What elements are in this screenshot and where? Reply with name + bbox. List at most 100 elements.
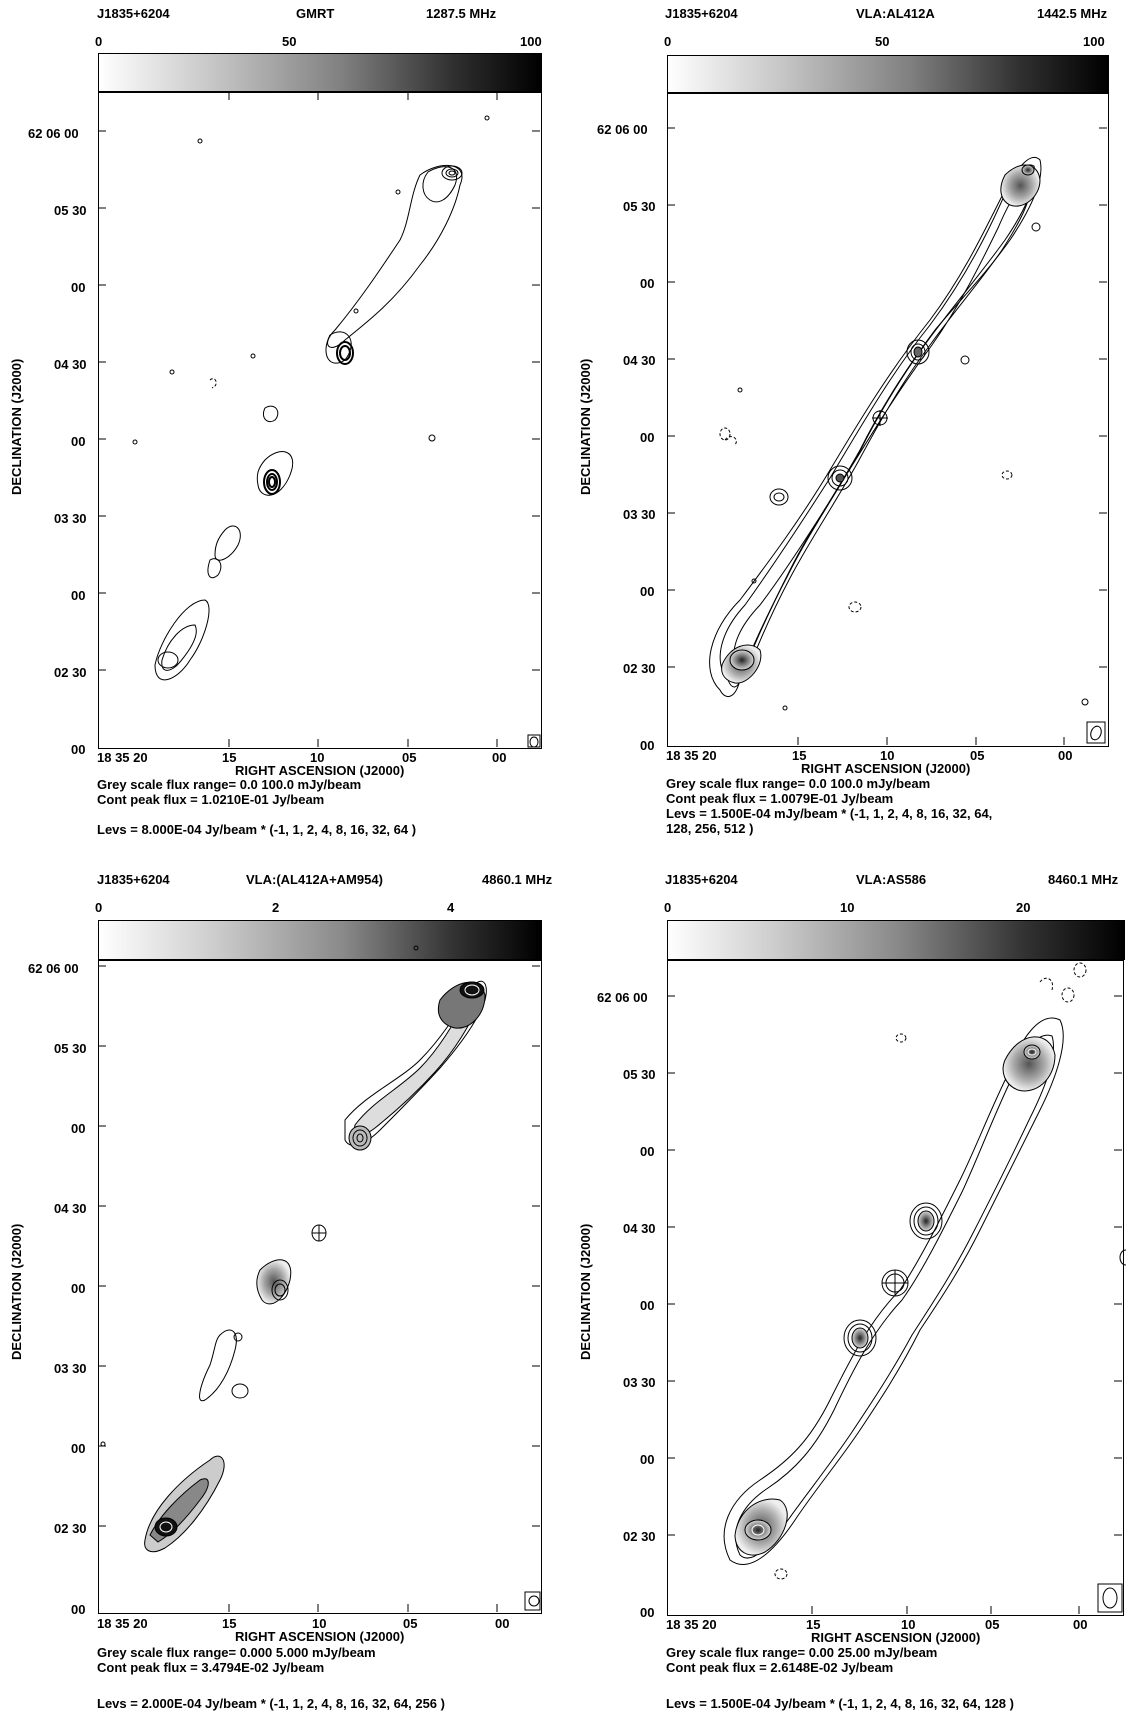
colorbar-tick: 0	[664, 900, 672, 915]
dec-tick: 62 06 00	[28, 961, 79, 976]
axis-ticks	[98, 92, 540, 747]
dec-tick: 00	[71, 1121, 86, 1136]
telescope-name: VLA:AL412A	[856, 6, 935, 21]
x-axis-label: RIGHT ASCENSION (J2000)	[801, 761, 971, 776]
ra-tick: 10	[310, 750, 325, 765]
ra-tick: 05	[402, 750, 417, 765]
grey-range-text: Grey scale flux range= 0.00 25.00 mJy/be…	[666, 1645, 938, 1660]
ra-tick: 05	[970, 748, 985, 763]
ra-tick: 18 35 20	[666, 748, 717, 763]
levels-text-cont: 128, 256, 512 )	[666, 821, 754, 836]
dec-tick: 03 30	[623, 507, 656, 522]
ra-tick: 15	[792, 748, 807, 763]
dec-tick: 05 30	[623, 199, 656, 214]
grey-range-text: Grey scale flux range= 0.0 100.0 mJy/bea…	[97, 777, 362, 792]
dec-tick: 02 30	[54, 665, 87, 680]
map-frame	[667, 93, 1109, 747]
colorbar-tick: 50	[282, 34, 297, 49]
dec-tick: 00	[640, 1144, 655, 1159]
axis-ticks	[98, 965, 540, 1612]
axis-ticks	[667, 127, 1107, 745]
source-name: J1835+6204	[97, 872, 170, 887]
ra-tick: 18 35 20	[97, 1616, 148, 1631]
contours-gmrt	[132, 115, 490, 681]
ra-tick: 05	[403, 1616, 418, 1631]
dec-tick: 05 30	[54, 203, 87, 218]
ra-tick: 05	[985, 1617, 1000, 1632]
greyscale-colorbar	[98, 53, 542, 92]
axis-ticks	[667, 995, 1122, 1614]
ra-tick: 10	[312, 1616, 327, 1631]
dec-tick: 05 30	[54, 1041, 87, 1056]
beam-box	[527, 734, 541, 748]
telescope-name: VLA:AS586	[856, 872, 927, 887]
x-axis-label: RIGHT ASCENSION (J2000)	[235, 763, 405, 778]
colorbar-tick: 4	[447, 900, 455, 915]
dec-tick: 62 06 00	[597, 990, 648, 1005]
dec-tick: 00	[71, 588, 86, 603]
dec-tick: 04 30	[623, 353, 656, 368]
frequency-label: 1287.5 MHz	[426, 6, 497, 21]
cont-peak-text: Cont peak flux = 1.0210E-01 Jy/beam	[97, 792, 325, 807]
grey-range-text: Grey scale flux range= 0.0 100.0 mJy/bea…	[666, 776, 931, 791]
colorbar-tick: 100	[520, 34, 542, 49]
ra-tick: 00	[1058, 748, 1073, 763]
grey-range-text: Grey scale flux range= 0.000 5.000 mJy/b…	[97, 1645, 376, 1660]
ra-tick: 00	[495, 1616, 510, 1631]
ra-tick: 00	[1073, 1617, 1088, 1632]
ra-tick: 15	[222, 1616, 237, 1631]
beam-ellipse	[528, 1595, 540, 1607]
dec-tick: 00	[640, 584, 655, 599]
contours-vla-1442	[709, 157, 1089, 711]
frequency-label: 1442.5 MHz	[1037, 6, 1108, 21]
colorbar-tick: 10	[840, 900, 855, 915]
colorbar-tick: 2	[272, 900, 280, 915]
levels-text: Levs = 1.500E-04 mJy/beam * (-1, 1, 2, 4…	[666, 806, 993, 821]
source-name: J1835+6204	[665, 872, 738, 887]
beam-ellipse	[529, 736, 539, 748]
colorbar-tick: 0	[664, 34, 672, 49]
beam-box	[1086, 721, 1106, 744]
ra-tick: 00	[492, 750, 507, 765]
dec-tick: 62 06 00	[28, 126, 79, 141]
source-name: J1835+6204	[97, 6, 170, 21]
dec-tick: 00	[640, 1605, 655, 1620]
dec-tick: 03 30	[54, 1361, 87, 1376]
colorbar-tick: 0	[95, 34, 103, 49]
dec-tick: 00	[71, 1281, 86, 1296]
greyscale-colorbar	[667, 55, 1109, 93]
dec-tick: 00	[640, 1298, 655, 1313]
frequency-label: 4860.1 MHz	[482, 872, 553, 887]
colorbar-tick: 0	[95, 900, 103, 915]
dec-tick: 03 30	[54, 511, 87, 526]
colorbar-tick: 100	[1083, 34, 1105, 49]
colorbar-tick: 50	[875, 34, 890, 49]
levels-text: Levs = 2.000E-04 Jy/beam * (-1, 1, 2, 4,…	[97, 1696, 445, 1711]
cont-peak-text: Cont peak flux = 1.0079E-01 Jy/beam	[666, 791, 894, 806]
x-axis-label: RIGHT ASCENSION (J2000)	[811, 1630, 981, 1645]
dec-tick: 00	[71, 1441, 86, 1456]
dec-tick: 00	[71, 1602, 86, 1617]
ra-tick: 15	[806, 1617, 821, 1632]
dec-tick: 02 30	[623, 1529, 656, 1544]
contours-vla-4860	[100, 945, 487, 1553]
dec-tick: 00	[640, 738, 655, 753]
source-name: J1835+6204	[665, 6, 738, 21]
beam-box	[1097, 1583, 1123, 1613]
levels-text: Levs = 8.000E-04 Jy/beam * (-1, 1, 2, 4,…	[97, 822, 417, 837]
frequency-label: 8460.1 MHz	[1048, 872, 1119, 887]
dec-tick: 00	[640, 276, 655, 291]
colorbar-tick: 20	[1016, 900, 1031, 915]
telescope-name: GMRT	[296, 6, 335, 21]
greyscale-colorbar	[667, 920, 1125, 960]
ra-tick: 10	[901, 1617, 916, 1632]
beam-box	[524, 1591, 541, 1611]
ra-tick: 18 35 20	[97, 750, 148, 765]
dec-tick: 05 30	[623, 1067, 656, 1082]
dec-tick: 04 30	[623, 1221, 656, 1236]
greyscale-colorbar	[98, 920, 542, 960]
dec-tick: 00	[640, 430, 655, 445]
ra-tick: 15	[222, 750, 237, 765]
dec-tick: 00	[71, 434, 86, 449]
